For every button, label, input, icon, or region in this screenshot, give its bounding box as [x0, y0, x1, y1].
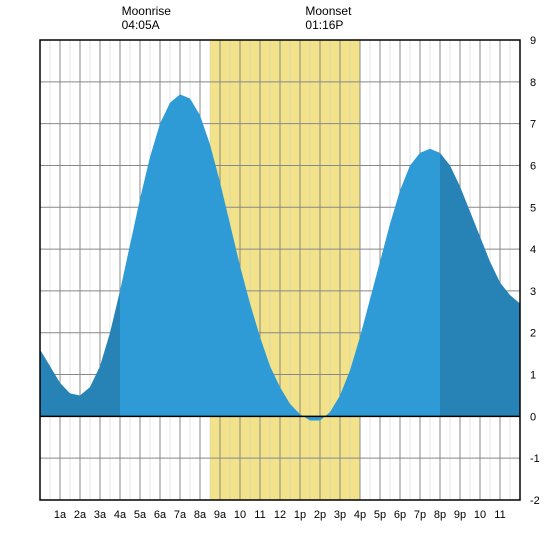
- svg-text:9p: 9p: [454, 509, 466, 521]
- svg-text:7a: 7a: [174, 509, 187, 521]
- svg-text:8p: 8p: [434, 509, 446, 521]
- svg-text:3: 3: [530, 286, 536, 298]
- svg-text:2p: 2p: [314, 509, 326, 521]
- svg-text:9a: 9a: [214, 509, 227, 521]
- moonrise-time: 04:05A: [122, 18, 171, 32]
- svg-text:2: 2: [530, 328, 536, 340]
- moonset-time: 01:16P: [305, 18, 351, 32]
- moonrise-label: Moonrise: [122, 4, 171, 18]
- svg-text:11: 11: [254, 509, 265, 521]
- svg-text:3p: 3p: [334, 509, 346, 521]
- svg-text:4p: 4p: [354, 509, 366, 521]
- svg-text:6p: 6p: [394, 509, 406, 521]
- svg-text:8: 8: [530, 77, 536, 89]
- svg-text:10: 10: [474, 509, 486, 521]
- svg-text:-2: -2: [530, 495, 540, 507]
- svg-text:12: 12: [274, 509, 286, 521]
- svg-text:6a: 6a: [154, 509, 167, 521]
- svg-text:8a: 8a: [194, 509, 207, 521]
- svg-text:1p: 1p: [294, 509, 306, 521]
- svg-text:2a: 2a: [74, 509, 87, 521]
- svg-text:6: 6: [530, 160, 536, 172]
- svg-text:-1: -1: [530, 453, 540, 465]
- svg-text:1: 1: [530, 370, 536, 382]
- svg-text:0: 0: [530, 411, 536, 423]
- svg-text:4: 4: [530, 244, 536, 256]
- tide-chart: 1a2a3a4a5a6a7a8a9a1011121p2p3p4p5p6p7p8p…: [0, 0, 550, 550]
- svg-text:9: 9: [530, 35, 536, 47]
- chart-svg: 1a2a3a4a5a6a7a8a9a1011121p2p3p4p5p6p7p8p…: [0, 0, 550, 550]
- svg-text:11: 11: [494, 509, 505, 521]
- svg-text:5: 5: [530, 202, 536, 214]
- svg-text:5p: 5p: [374, 509, 386, 521]
- svg-text:7p: 7p: [414, 509, 426, 521]
- svg-text:1a: 1a: [54, 509, 67, 521]
- svg-text:7: 7: [530, 119, 536, 131]
- svg-text:3a: 3a: [94, 509, 107, 521]
- moonrise-annotation: Moonrise 04:05A: [122, 4, 171, 32]
- moonset-label: Moonset: [305, 4, 351, 18]
- svg-text:5a: 5a: [134, 509, 147, 521]
- moonset-annotation: Moonset 01:16P: [305, 4, 351, 32]
- svg-text:4a: 4a: [114, 509, 127, 521]
- svg-text:10: 10: [234, 509, 246, 521]
